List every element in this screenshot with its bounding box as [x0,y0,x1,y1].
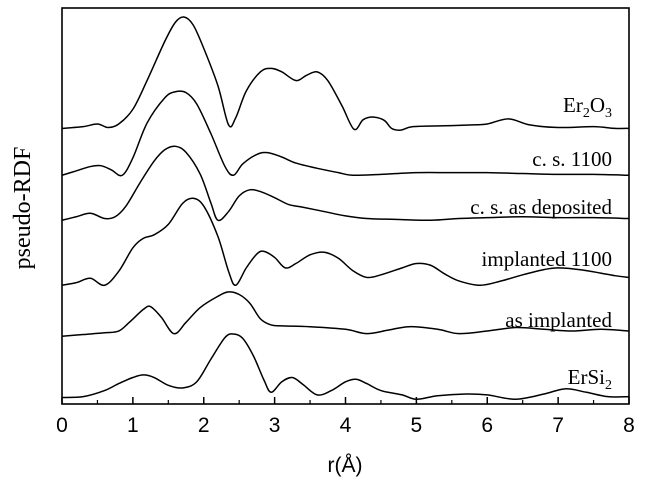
x-tick-label-4: 4 [340,414,352,437]
series-curves [61,16,630,401]
series-line-c-s-as-deposited [61,145,630,222]
series-line-er2o3 [61,16,630,131]
x-tick-label-5: 5 [411,414,423,437]
x-tick-label-8: 8 [623,414,635,437]
series-line-as-implanted [61,291,630,338]
series-label-implanted-1100: implanted 1100 [482,247,612,271]
series-label-as-implanted: as implanted [505,308,612,332]
series-line-ersi2 [61,333,630,401]
x-axis-ticks: 0 1 2 3 4 5 6 7 8 [56,397,635,437]
series-label-er2o3: Er2O3 [563,93,612,121]
series-label-c-s-as-deposited: c. s. as deposited [470,195,612,219]
x-axis-title: r(Å) [328,454,363,477]
x-tick-label-6: 6 [481,414,493,437]
series-line-c-s-1100 [61,90,630,177]
x-tick-label-1: 1 [127,414,139,437]
series-label-ersi2: ErSi2 [568,365,612,393]
x-tick-label-7: 7 [552,414,564,437]
x-tick-label-3: 3 [269,414,281,437]
x-tick-label-2: 2 [198,414,210,437]
series-labels: Er2O3 c. s. 1100 c. s. as deposited implant… [470,93,612,393]
x-tick-label-0: 0 [56,414,68,437]
series-label-c-s-1100: c. s. 1100 [532,147,612,171]
series-line-implanted-1100 [61,197,630,287]
y-axis-title: pseudo-RDF [10,147,36,270]
